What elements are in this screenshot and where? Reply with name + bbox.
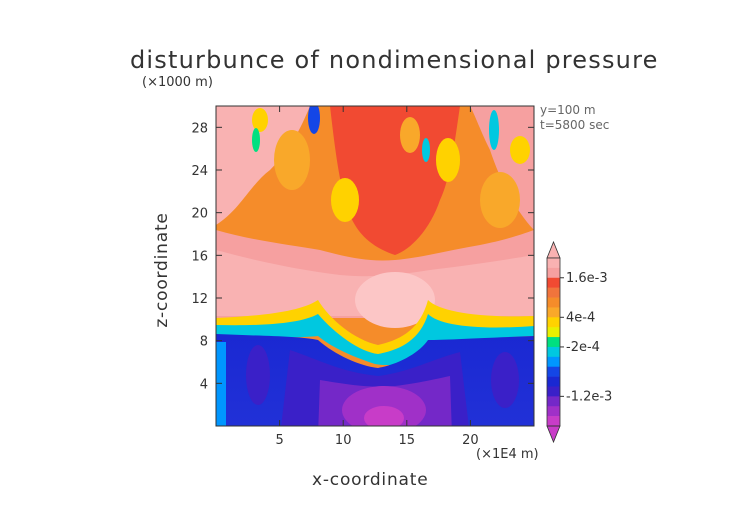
field-column <box>489 110 499 150</box>
y-tick-label: 20 <box>191 207 208 222</box>
field-mid-core <box>355 272 435 328</box>
x-axis-ticks: 5 10 15 20 <box>275 106 479 448</box>
y-tick-label: 24 <box>191 164 208 179</box>
colorbar-swatch <box>547 386 560 397</box>
annotation-y-position: y=100 m <box>540 103 596 117</box>
colorbar-swatch <box>547 327 560 338</box>
x-axis-label: x-coordinate <box>312 470 429 490</box>
x-tick-label: 20 <box>462 433 479 448</box>
colorbar-label: -1.2e-3 <box>566 389 612 404</box>
field-column <box>252 128 260 152</box>
y-tick-label: 28 <box>191 121 208 136</box>
colorbar-label: 1.6e-3 <box>566 271 608 286</box>
colorbar-label: -2e-4 <box>566 340 600 355</box>
colorbar-swatch <box>547 416 560 427</box>
y-tick-label: 8 <box>200 335 208 350</box>
y-tick-label: 16 <box>191 249 208 264</box>
colorbar-swatch <box>547 258 560 269</box>
colorbar: 1.6e-3 4e-4 -2e-4 -1.2e-3 <box>546 240 612 444</box>
field-column <box>308 106 320 134</box>
field-transition-cyan <box>216 314 534 366</box>
colorbar-swatch <box>547 396 560 407</box>
y-tick-label: 12 <box>191 292 208 307</box>
field-lower-edge <box>216 342 226 426</box>
colorbar-swatch <box>547 366 560 377</box>
field-patch <box>331 178 359 222</box>
plot-frame <box>215 105 535 427</box>
field-transition-yellow <box>216 300 534 360</box>
field-column <box>422 138 430 162</box>
field-lower-magenta <box>364 406 404 426</box>
colorbar-swatch <box>547 297 560 308</box>
y-axis-unit: (×1000 m) <box>142 75 213 90</box>
x-tick-label: 10 <box>335 433 352 448</box>
field-patch <box>252 108 268 132</box>
y-axis-label: z-coordinate <box>152 212 172 328</box>
field-patch <box>510 136 530 164</box>
colorbar-swatch <box>547 406 560 417</box>
chart-title: disturbunce of nondimensional pressure <box>130 46 659 74</box>
colorbar-swatch <box>547 346 560 358</box>
colorbar-swatch <box>547 356 560 368</box>
colorbar-swatch <box>547 307 560 318</box>
colorbar-label: 4e-4 <box>566 310 595 325</box>
field-lower-patch <box>246 345 270 405</box>
x-tick-label: 5 <box>275 433 283 448</box>
heatmap-field <box>216 106 534 426</box>
colorbar-swatch <box>547 317 560 328</box>
colorbar-swatch <box>547 287 560 298</box>
colorbar-swatch <box>547 376 560 387</box>
field-patch <box>274 130 310 190</box>
annotation-time: t=5800 sec <box>540 118 610 132</box>
field-lower-patch <box>491 352 519 408</box>
colorbar-swatch <box>547 337 560 348</box>
x-axis-unit: (×1E4 m) <box>476 447 539 462</box>
field-patch <box>480 172 520 228</box>
colorbar-extend-bottom <box>546 425 561 444</box>
colorbar-frame <box>546 257 561 427</box>
colorbar-swatch <box>547 267 560 279</box>
field-patch <box>400 117 420 153</box>
y-axis-ticks: 4 8 12 16 20 24 28 <box>191 121 534 392</box>
colorbar-swatch <box>547 277 560 288</box>
colorbar-extend-top <box>546 240 561 259</box>
x-tick-label: 15 <box>399 433 416 448</box>
field-patch <box>436 138 460 182</box>
y-tick-label: 4 <box>200 377 208 392</box>
